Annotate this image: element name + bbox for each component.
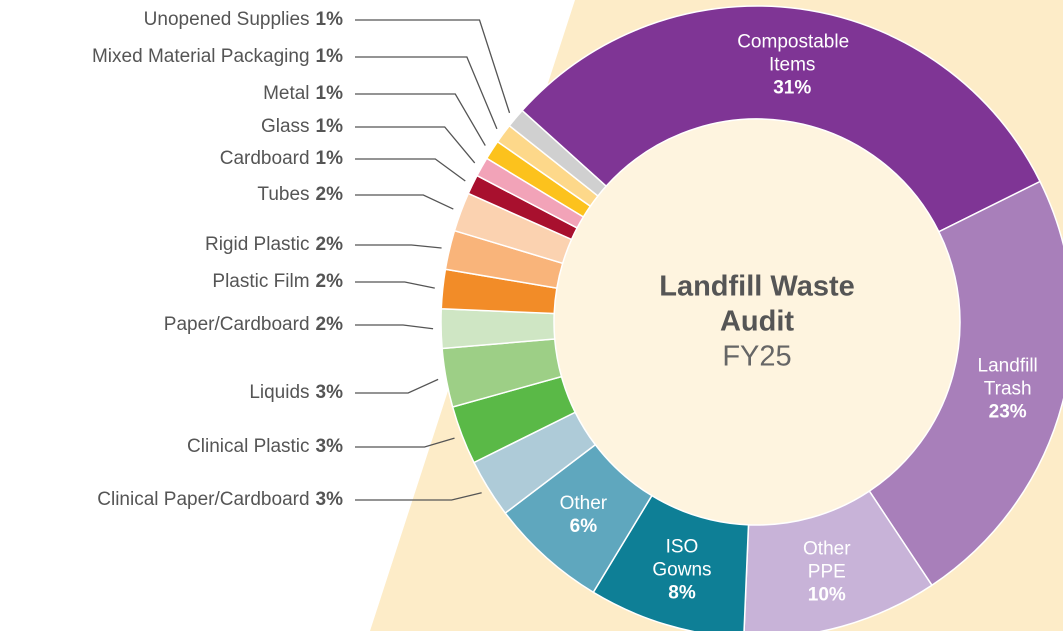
- slice-value: 23%: [988, 401, 1027, 423]
- outside-label: Metal 1%: [263, 83, 343, 104]
- slice-label: ISO Gowns 8%: [647, 536, 717, 605]
- outside-label: Paper/Cardboard 2%: [164, 314, 343, 335]
- slice-category: Other PPE: [803, 538, 851, 583]
- donut-slice: [868, 180, 1063, 587]
- chart-subtitle: FY25: [722, 340, 792, 373]
- outside-label: Clinical Plastic 3%: [187, 436, 343, 457]
- label-category: Rigid Plastic: [205, 234, 310, 255]
- center-label: Landfill Waste Audit FY25: [627, 270, 887, 375]
- label-value: 2%: [316, 184, 344, 205]
- outside-label: Liquids 3%: [249, 382, 343, 403]
- label-category: Mixed Material Packaging: [92, 46, 310, 67]
- leader-line: [355, 126, 476, 164]
- leader-line: [355, 93, 486, 146]
- leader-line: [355, 492, 482, 501]
- leader-line: [355, 19, 511, 114]
- label-category: Clinical Paper/Cardboard: [97, 489, 309, 510]
- outside-label: Mixed Material Packaging 1%: [92, 46, 343, 67]
- leader-line: [355, 281, 435, 289]
- outside-label: Tubes 2%: [257, 184, 343, 205]
- label-category: Liquids: [249, 382, 309, 403]
- slice-label: Other 6%: [548, 492, 618, 538]
- label-value: 1%: [316, 46, 344, 67]
- leader-line: [355, 378, 439, 394]
- leader-line: [355, 244, 442, 249]
- outside-label: Glass 1%: [261, 116, 343, 137]
- donut-hole: [554, 119, 960, 525]
- donut-slice: [521, 5, 1042, 233]
- label-value: 2%: [316, 271, 344, 292]
- leader-line: [355, 194, 454, 210]
- donut-slice: [743, 490, 933, 631]
- leader-line: [355, 158, 466, 182]
- outside-label: Rigid Plastic 2%: [205, 234, 343, 255]
- label-category: Cardboard: [220, 148, 310, 169]
- leader-line: [355, 324, 434, 330]
- label-value: 1%: [316, 83, 344, 104]
- outside-label: Cardboard 1%: [220, 148, 343, 169]
- slice-value: 31%: [773, 77, 812, 99]
- label-value: 2%: [316, 314, 344, 335]
- leader-line: [355, 56, 498, 130]
- slice-label: Other PPE 10%: [792, 537, 862, 606]
- slice-value: 8%: [668, 582, 696, 604]
- slice-label: Landfill Trash 23%: [973, 355, 1043, 424]
- slice-value: 10%: [807, 584, 846, 606]
- chart-title: Landfill Waste Audit: [659, 270, 855, 338]
- slice-category: ISO Gowns: [652, 536, 712, 581]
- label-category: Paper/Cardboard: [164, 314, 310, 335]
- label-value: 1%: [316, 116, 344, 137]
- label-category: Tubes: [257, 184, 309, 205]
- label-category: Metal: [263, 83, 309, 104]
- slice-category: Landfill Trash: [977, 355, 1038, 400]
- label-category: Clinical Plastic: [187, 436, 309, 457]
- outside-label: Clinical Paper/Cardboard 3%: [97, 489, 343, 510]
- slice-category: Compostable Items: [737, 31, 850, 76]
- leader-line: [355, 437, 455, 448]
- label-value: 3%: [316, 436, 344, 457]
- label-value: 1%: [316, 9, 344, 30]
- label-category: Plastic Film: [212, 271, 309, 292]
- slice-category: Other: [559, 492, 608, 514]
- label-value: 2%: [316, 234, 344, 255]
- slice-label: Compostable Items 31%: [737, 30, 850, 99]
- label-value: 3%: [316, 382, 344, 403]
- donut-slice: [508, 109, 608, 197]
- label-category: Glass: [261, 116, 310, 137]
- label-category: Unopened Supplies: [144, 9, 310, 30]
- outside-label: Unopened Supplies 1%: [144, 9, 343, 30]
- outside-label: Plastic Film 2%: [212, 271, 343, 292]
- label-value: 1%: [316, 148, 344, 169]
- slice-value: 6%: [569, 515, 598, 537]
- label-value: 3%: [316, 489, 344, 510]
